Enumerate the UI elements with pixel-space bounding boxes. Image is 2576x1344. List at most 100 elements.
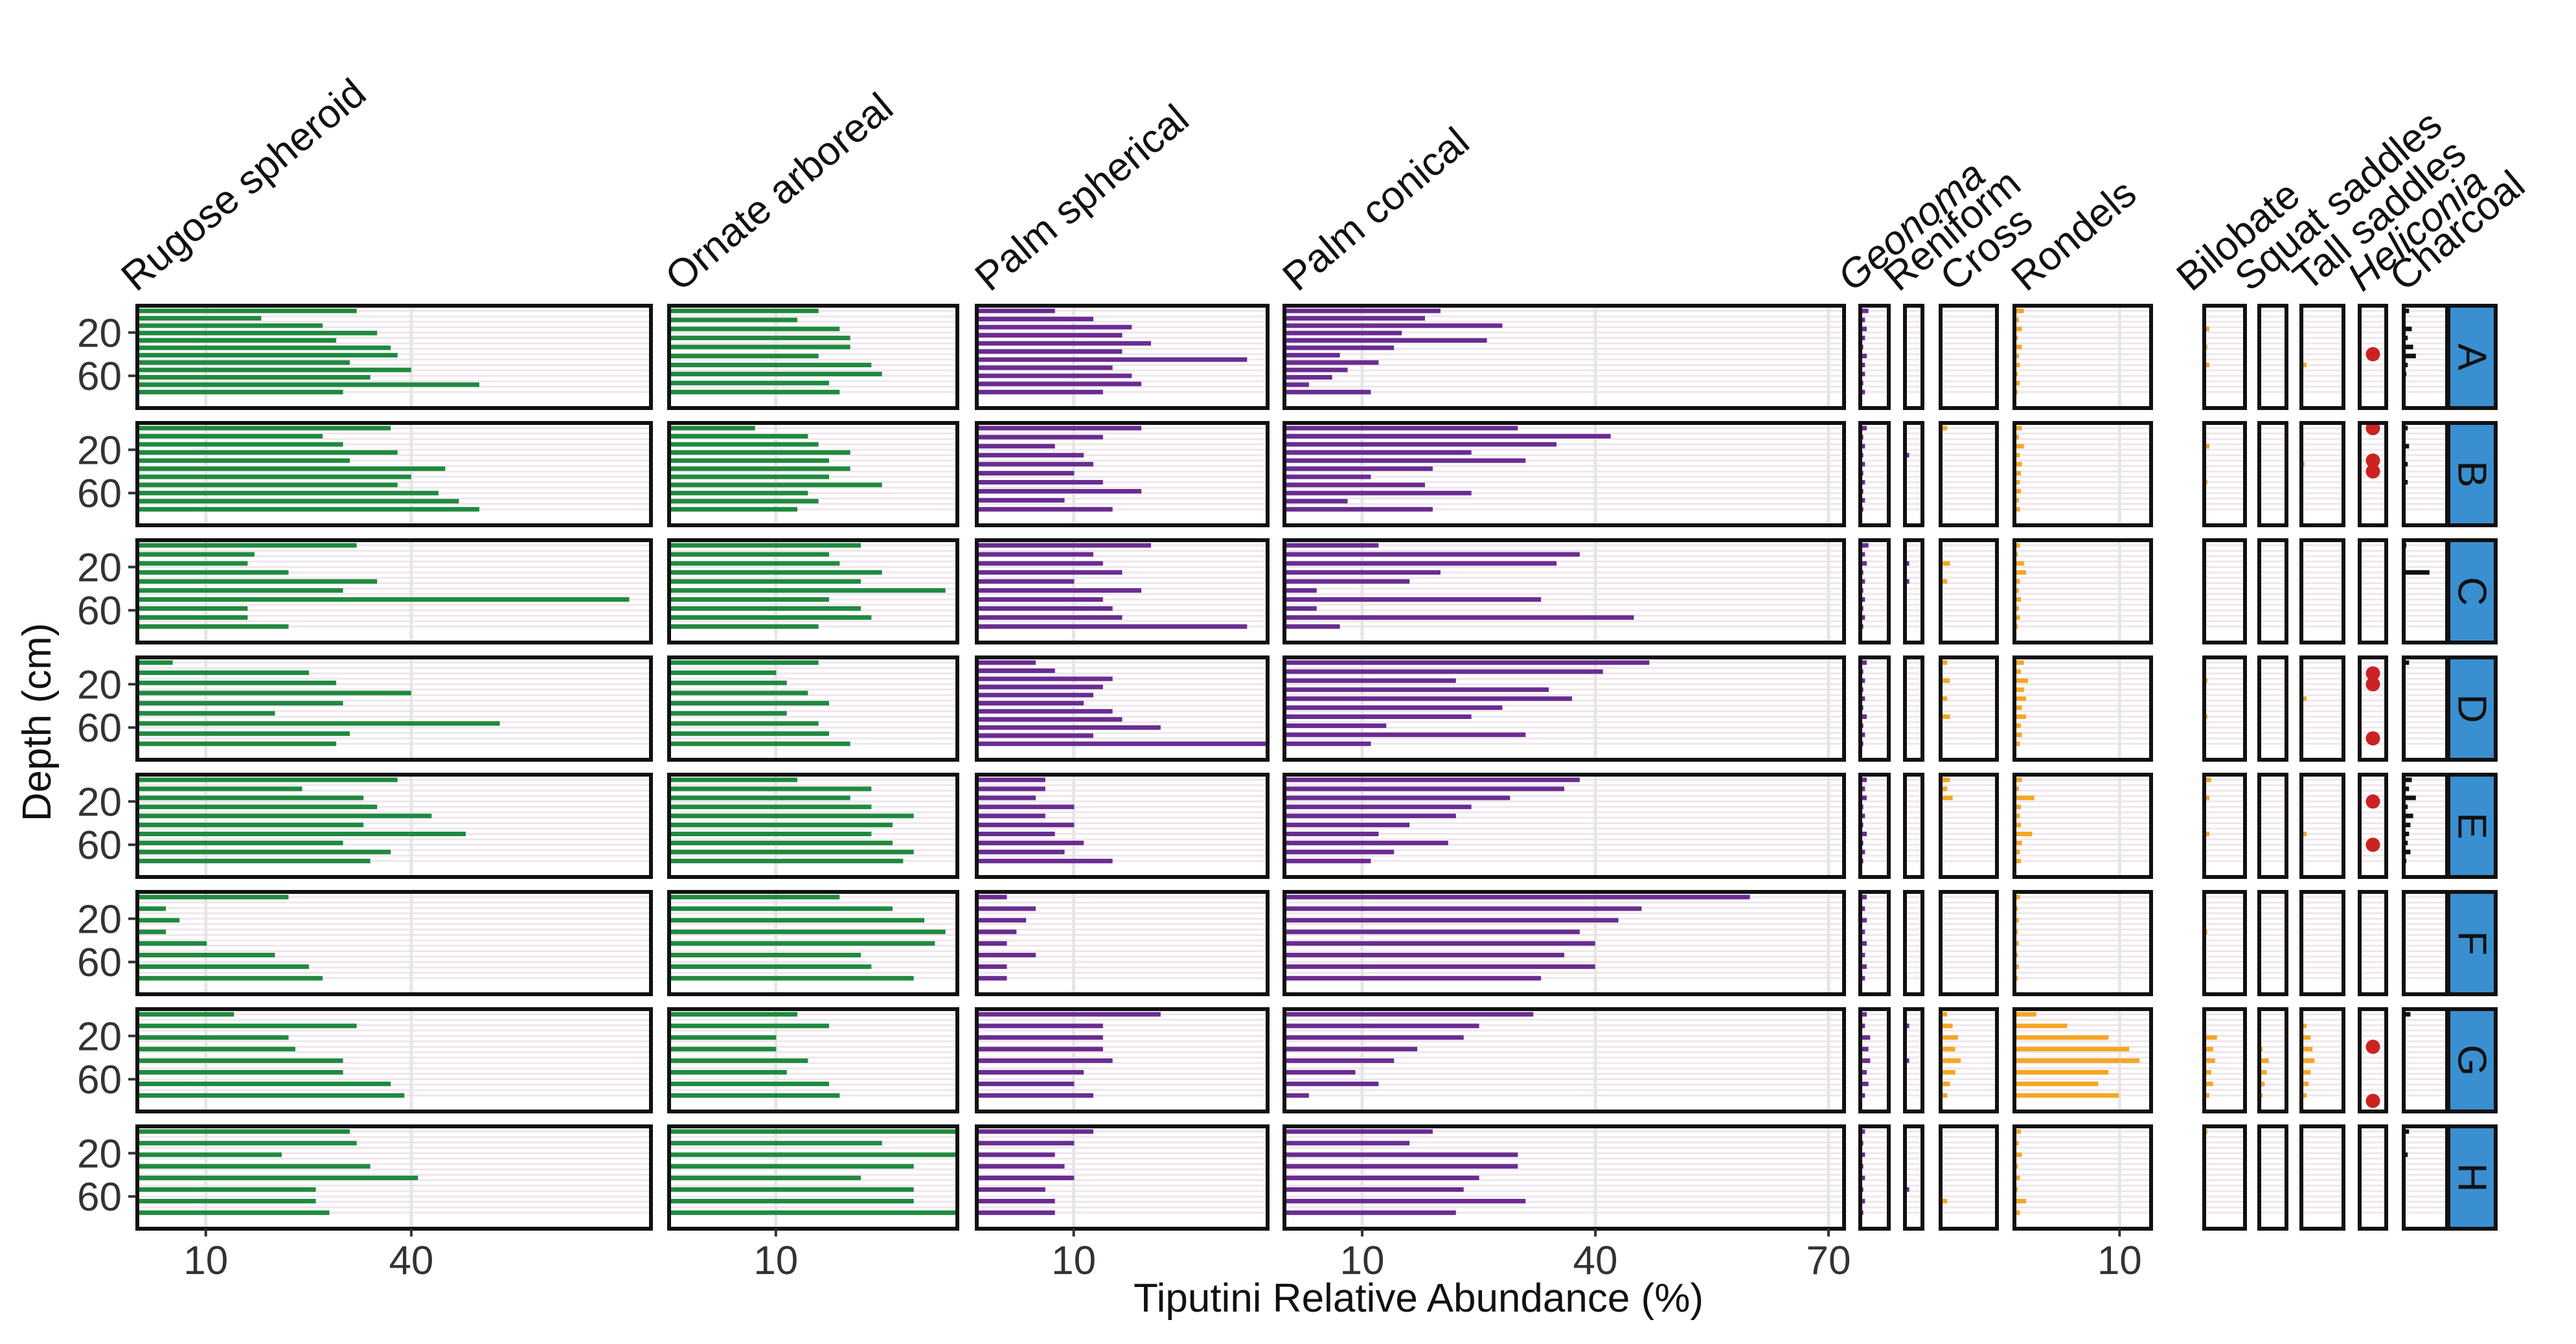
panel-background <box>2204 1126 2245 1229</box>
site-row-h: H <box>135 1124 2498 1231</box>
bar <box>1286 777 1580 782</box>
bar <box>1862 906 1865 911</box>
bar <box>1862 705 1864 711</box>
bar <box>2405 795 2416 801</box>
bar <box>978 668 1055 674</box>
bar <box>1286 323 1503 328</box>
panel-cross-c <box>1939 538 1999 644</box>
bar <box>670 952 861 957</box>
bar <box>1286 570 1441 575</box>
site-strip <box>2446 421 2498 527</box>
site-row-f: F <box>135 890 2498 996</box>
bar <box>139 918 180 923</box>
bar <box>1286 732 1526 737</box>
bar <box>670 858 904 863</box>
panel-reniform-h <box>1903 1124 1924 1231</box>
panel-frame <box>975 421 1270 527</box>
panel-background <box>1905 1126 1922 1229</box>
bar <box>1862 497 1865 503</box>
bar <box>670 1187 914 1192</box>
bar <box>978 325 1132 330</box>
bar <box>978 660 1036 665</box>
panel-reniform-e <box>1903 773 1924 879</box>
panel-squat-saddles-e <box>2257 773 2288 879</box>
bar <box>1286 588 1317 593</box>
bar <box>1286 804 1472 810</box>
panel-background <box>1941 306 1997 408</box>
bar <box>978 906 1036 911</box>
panel-frame <box>2358 421 2388 527</box>
bar <box>139 360 350 365</box>
bar <box>139 1141 357 1146</box>
panel-frame <box>1282 421 1846 527</box>
bar <box>1862 1069 1867 1075</box>
bar <box>2405 786 2410 792</box>
bar <box>670 832 872 837</box>
bar <box>1862 435 1864 440</box>
panel-charcoal-c <box>2402 538 2449 644</box>
panel-frame <box>2257 304 2288 410</box>
panel-frame <box>1282 655 1846 762</box>
bar <box>1862 371 1865 376</box>
bar <box>2016 786 2019 792</box>
panel-palm-spherical-a <box>975 304 1270 410</box>
panel-frame <box>2358 655 2388 762</box>
panel-palm-conical-f <box>1282 890 1846 996</box>
panel-frame <box>2358 304 2388 410</box>
bar <box>139 701 343 706</box>
bar <box>139 345 391 350</box>
bar <box>2303 696 2307 701</box>
bar <box>1862 606 1864 611</box>
site-strip <box>2446 890 2498 996</box>
bar <box>670 786 872 792</box>
site-strip <box>2446 773 2498 879</box>
bar <box>670 711 787 716</box>
bar <box>978 733 1093 738</box>
bar <box>978 488 1142 494</box>
bar <box>978 709 1113 714</box>
bar <box>1286 552 1580 557</box>
panel-cross-a <box>1939 304 1999 410</box>
panel-rugose-spheroid-d <box>135 655 653 762</box>
bar <box>978 804 1075 810</box>
bar <box>978 1023 1103 1029</box>
bar <box>1862 918 1867 923</box>
bar <box>1862 1198 1865 1203</box>
bar <box>978 795 1036 801</box>
bar <box>139 952 275 957</box>
bar <box>1286 918 1619 923</box>
bar <box>1862 795 1867 801</box>
panel-frame <box>667 890 959 996</box>
bar <box>670 606 861 611</box>
bar <box>1942 426 1948 431</box>
bar <box>1862 714 1867 720</box>
bar <box>2206 1058 2215 1064</box>
bar <box>978 941 1007 946</box>
panel-frame <box>135 655 653 762</box>
bar <box>2016 941 2019 946</box>
bar <box>2016 345 2022 350</box>
bar <box>978 624 1248 629</box>
x-axis-label: Tiputini Relative Abundance (%) <box>1134 1276 1704 1321</box>
bar <box>1286 786 1564 792</box>
bar <box>139 367 411 372</box>
panel-ornate-arboreal-d <box>667 655 959 762</box>
bar <box>1286 1069 1356 1075</box>
panel-frame <box>2257 890 2288 996</box>
bar <box>670 1176 861 1181</box>
panel-frame <box>135 1124 653 1231</box>
bar <box>978 1035 1103 1040</box>
bar <box>139 352 398 358</box>
bar <box>139 964 309 969</box>
panel-bilobate-g <box>2202 1007 2247 1113</box>
bar <box>2405 336 2408 341</box>
bar <box>1862 426 1867 431</box>
bar <box>670 561 840 566</box>
bar <box>2016 678 2029 683</box>
bar <box>1286 561 1557 566</box>
bar <box>1286 840 1448 845</box>
bar <box>1862 480 1865 485</box>
bar <box>139 1129 350 1134</box>
y-tick-label: 60 <box>77 589 122 633</box>
panel-background <box>2404 423 2447 525</box>
